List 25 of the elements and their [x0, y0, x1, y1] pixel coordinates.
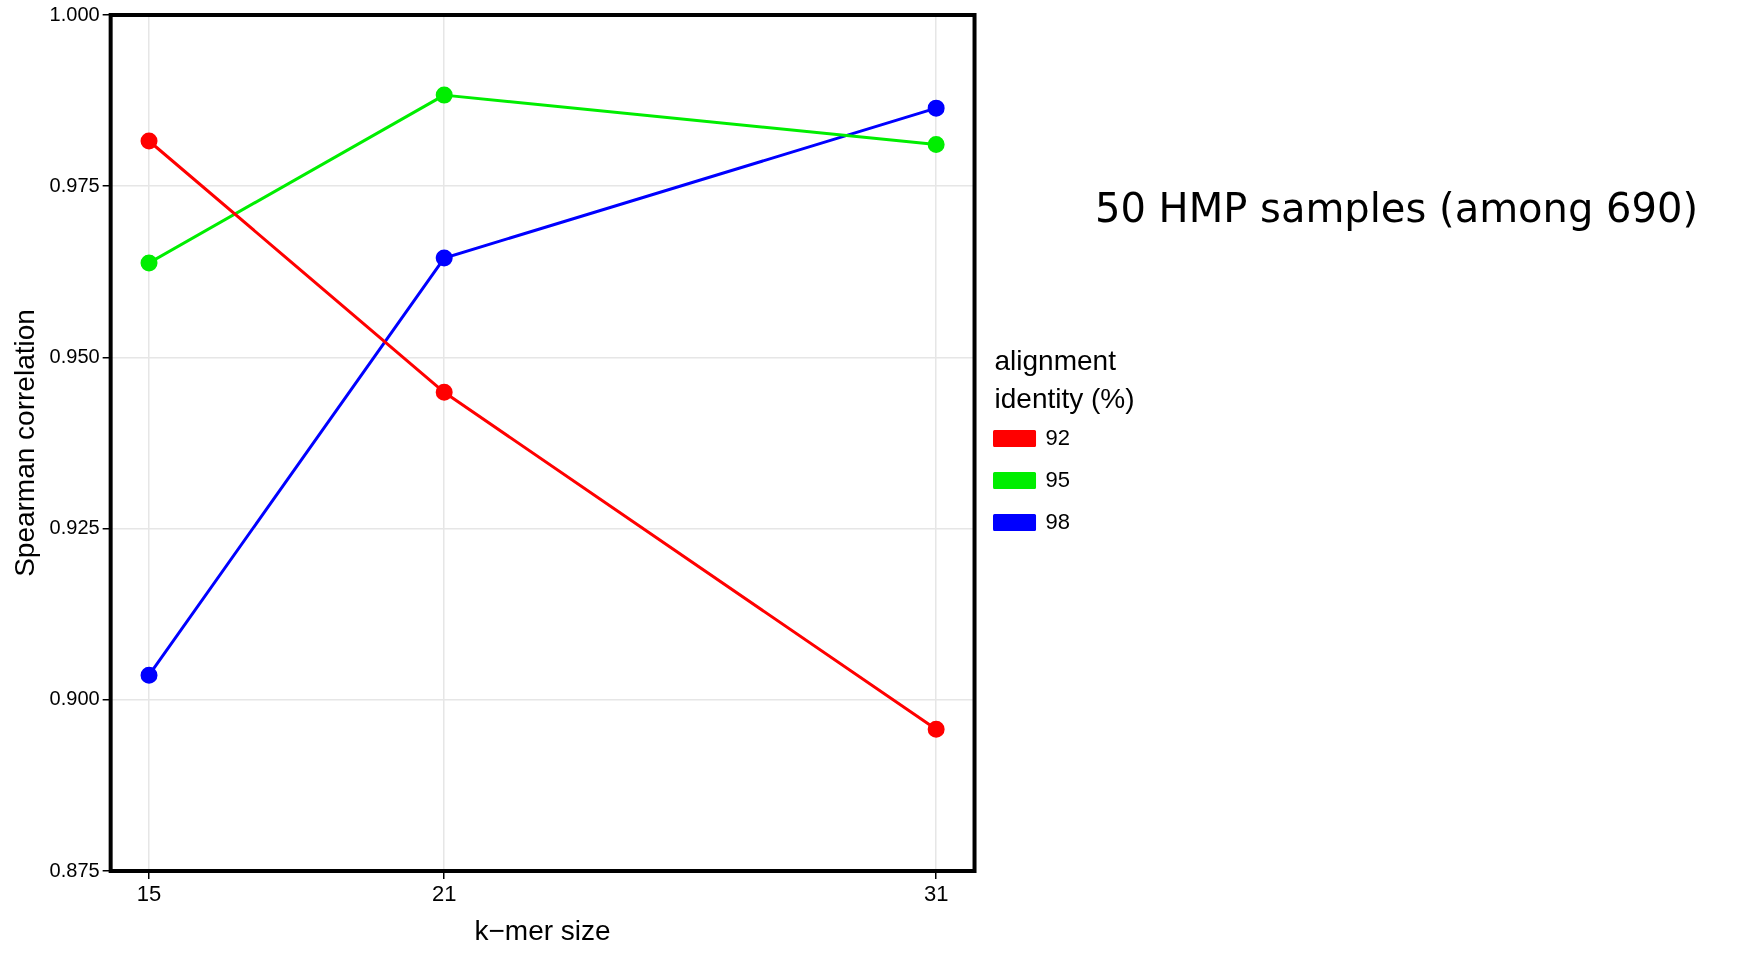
x-tick-label: 15 [136, 881, 162, 907]
point [140, 666, 158, 684]
legend-title: alignment identity (%) [994, 343, 1135, 416]
x-tick-label: 31 [923, 881, 949, 907]
text: 50 HMP samples (among 690) [1095, 185, 1698, 231]
y-tick-label: 0.875 [49, 858, 100, 881]
point [927, 135, 945, 153]
point [140, 254, 158, 272]
y-tick-label: 0.925 [49, 516, 100, 539]
y-tick-label: 1.000 [49, 2, 100, 25]
point [927, 99, 945, 117]
x-axis-title: k−mer size [474, 914, 611, 946]
x-tick-label: 21 [431, 881, 457, 907]
point [140, 132, 158, 150]
y-tick-label: 0.975 [49, 173, 100, 196]
point [435, 383, 453, 401]
legend-label: 95 [1045, 466, 1071, 492]
legend-label: 92 [1045, 424, 1071, 450]
y-tick-label: 0.950 [49, 344, 100, 367]
point [927, 720, 945, 738]
legend-label: 98 [1045, 508, 1071, 534]
y-tick-label: 0.900 [49, 687, 100, 710]
y-axis-title: Spearman correlation [8, 309, 40, 577]
point [435, 86, 453, 104]
point [435, 249, 453, 267]
